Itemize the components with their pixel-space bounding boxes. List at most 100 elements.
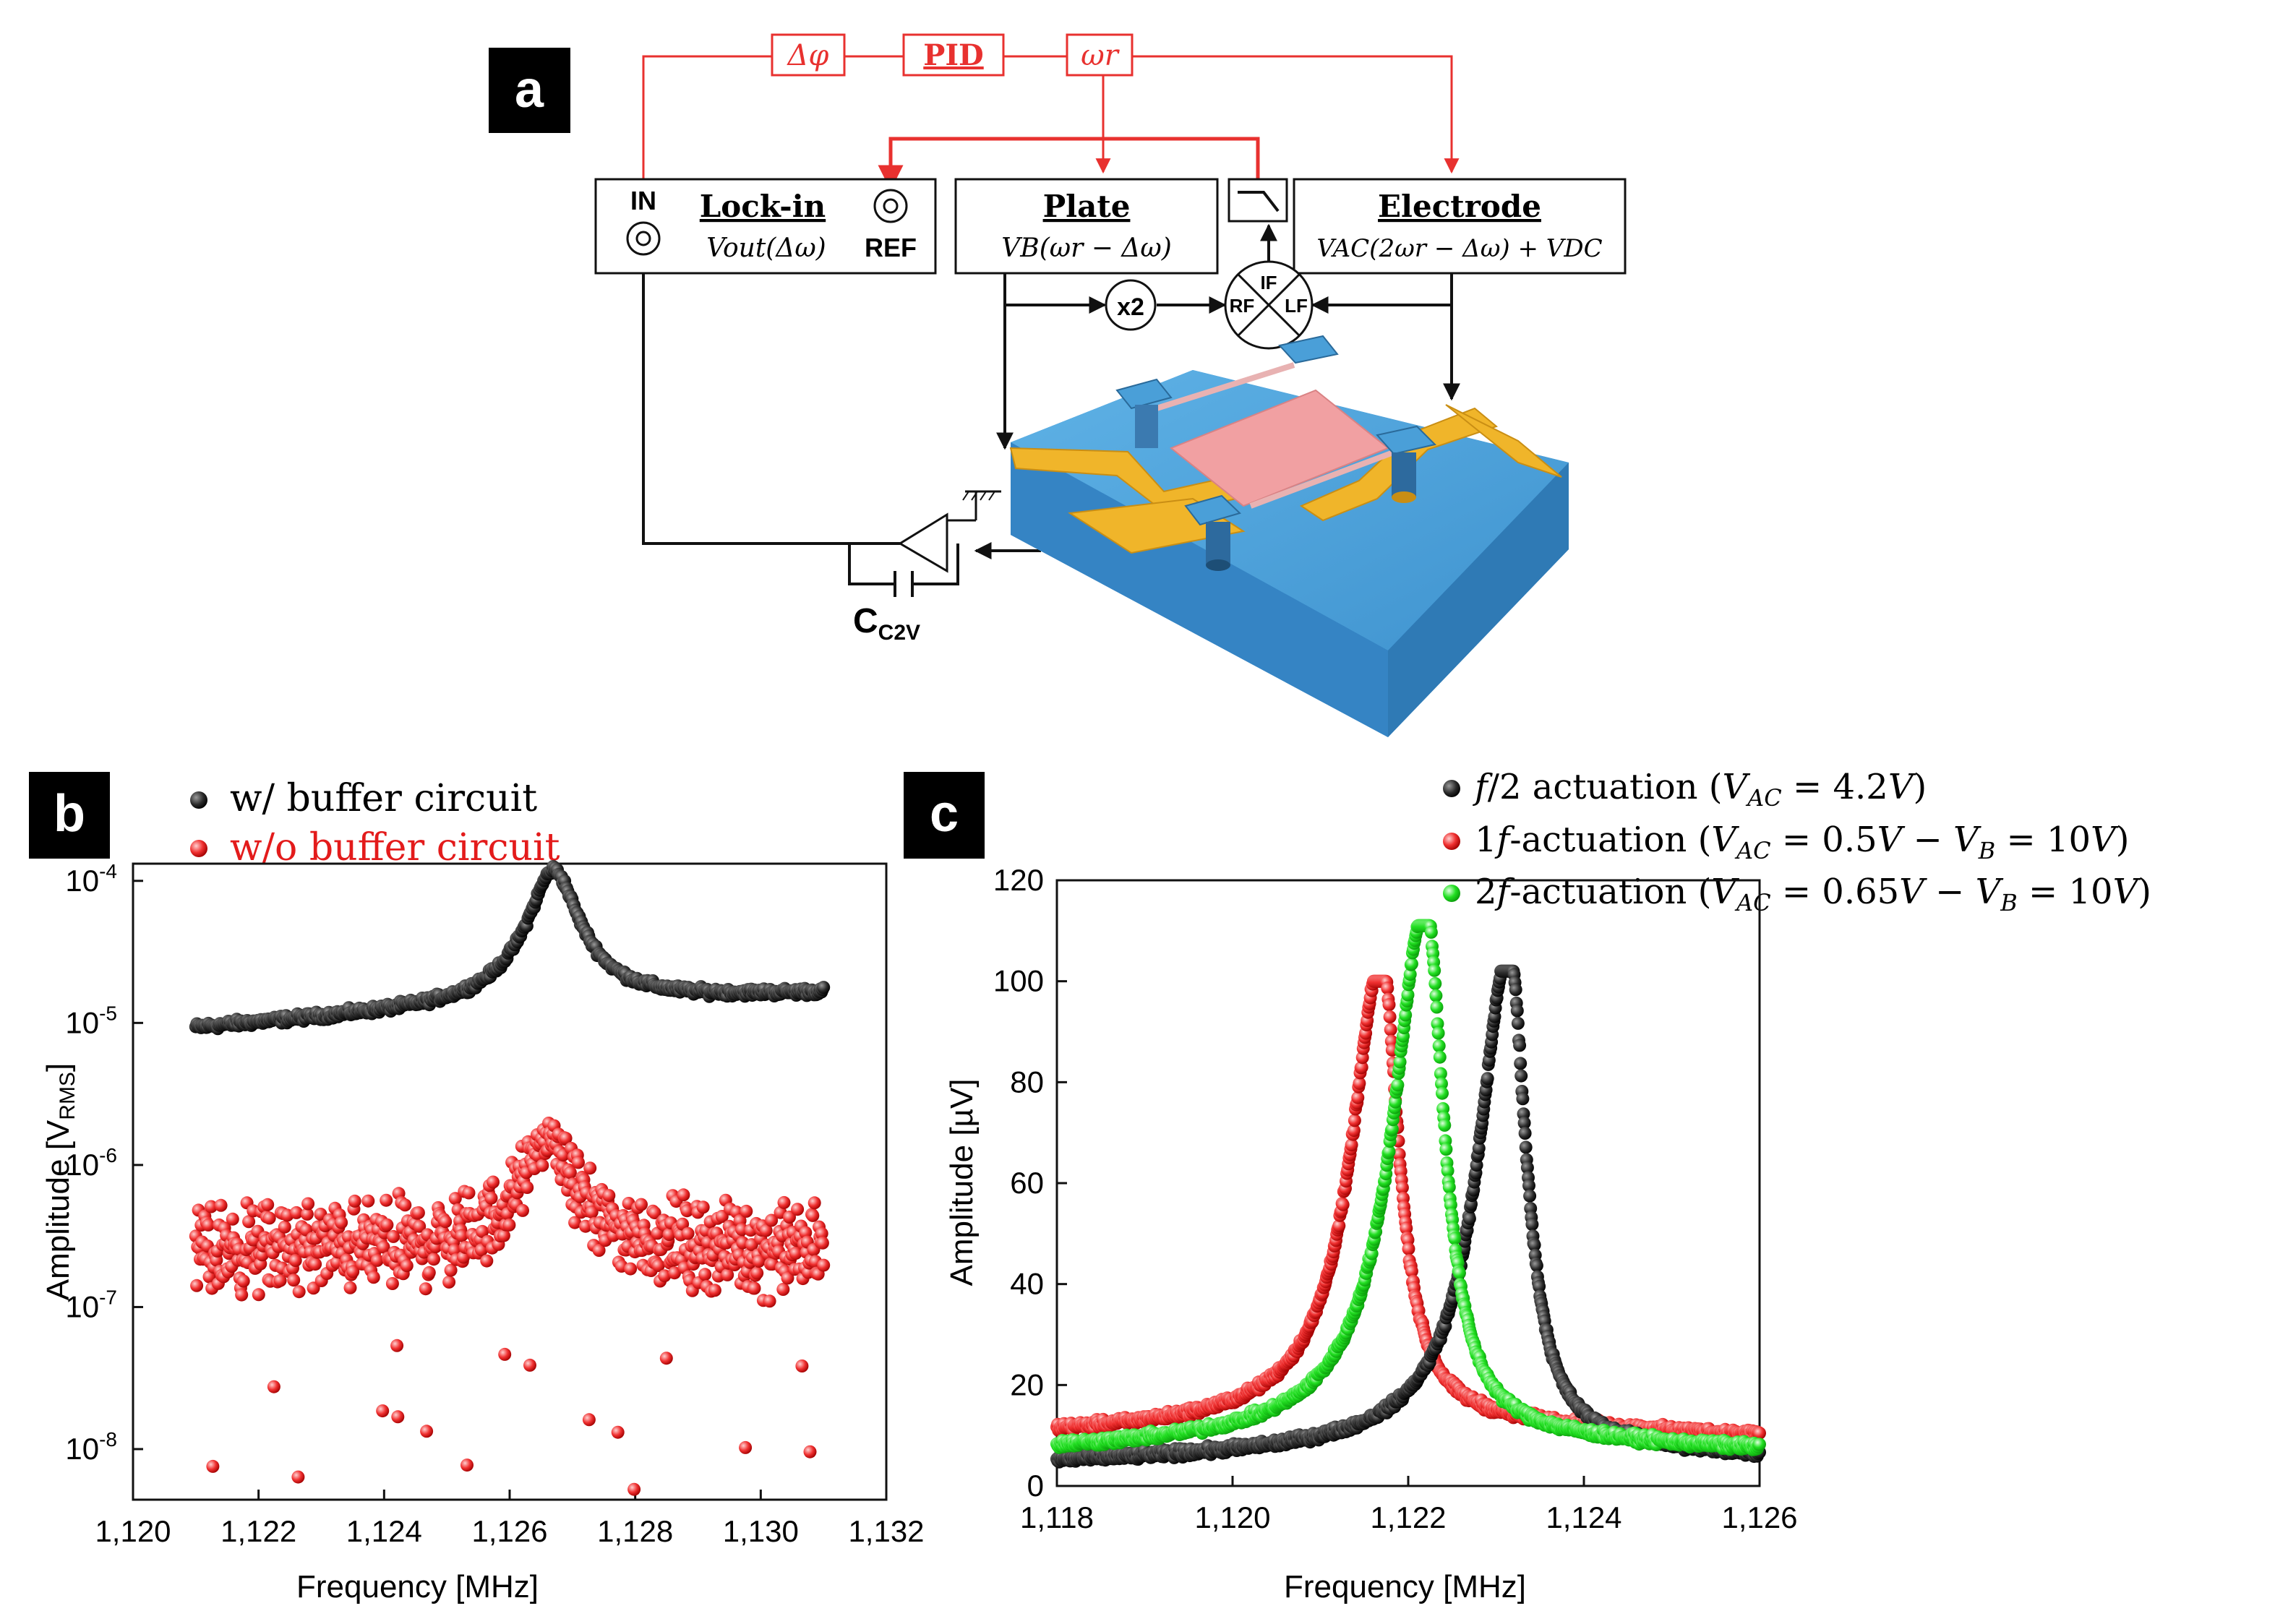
chart-b-point [380, 1193, 393, 1207]
chart-b-point [439, 1215, 453, 1229]
chart-b-point [380, 1218, 394, 1232]
chart-b-series-0 [189, 860, 831, 1036]
chart-b-point [335, 1216, 348, 1229]
chart-c-xtick-label: 1,118 [1020, 1500, 1094, 1534]
legend-c-label-2: 2f-actuation (VAC = 0.65V − VB = 10V) [1475, 872, 2151, 916]
chart-b-point [708, 1284, 721, 1297]
mixer-rf: RF [1230, 295, 1255, 317]
chart-b-point [202, 1218, 215, 1232]
chart-b-ytick-label: 10-8 [65, 1428, 117, 1466]
chart-c-point [1517, 1116, 1531, 1130]
chart-b-point [696, 1200, 710, 1214]
panel-c-label-box [904, 772, 985, 859]
chart-c-series-0 [1050, 964, 1766, 1469]
dphi-label: Δφ [787, 39, 829, 72]
chart-c-point [1385, 1122, 1399, 1136]
chart-b-point [361, 1194, 375, 1208]
chart-c-point [1403, 968, 1417, 981]
chart-b-point [789, 1247, 802, 1260]
chart-c-series-2 [1050, 919, 1766, 1456]
chart-b-point [750, 1266, 764, 1280]
chart-c-xtick-label: 1,120 [1194, 1500, 1270, 1534]
chart-b-point [815, 1226, 828, 1240]
chart-c-point [1472, 1141, 1486, 1155]
chart-b-point [497, 1229, 510, 1242]
chart-b-point [448, 1192, 462, 1206]
chart-c-point [1525, 1218, 1539, 1232]
chart-c-ylabel: Amplitude [µV] [944, 1078, 980, 1286]
ref-label: REF [865, 233, 917, 262]
chart-b-point [585, 1206, 599, 1219]
panel-a-label: a [515, 61, 544, 119]
chart-b-point [385, 1277, 399, 1290]
chart-b-point [291, 1470, 305, 1484]
chart-b-point [444, 1263, 458, 1277]
chart-b-point [572, 1156, 585, 1169]
chart-b-point [190, 1279, 204, 1292]
chart-b-point [387, 1229, 400, 1243]
chart-b-point [627, 1482, 641, 1496]
legend-c-marker-0 [1443, 780, 1460, 797]
chart-b-point [776, 1283, 790, 1296]
chart-c-point [1428, 963, 1441, 977]
chart-b-legend: w/ buffer circuit w/o buffer circuit [190, 777, 560, 869]
capacitor-icon [894, 571, 914, 597]
chart-c-point [1336, 1198, 1350, 1211]
legend-c-label-1: 1f-actuation (VAC = 0.5V − VB = 10V) [1475, 820, 2129, 864]
dphi-block [771, 33, 846, 77]
chart-b-point [721, 1268, 734, 1281]
chart-b-point [583, 1161, 597, 1175]
chart-b-point [759, 1224, 773, 1237]
chart-c-xtick-label: 1,122 [1370, 1500, 1446, 1534]
chart-c-point [1355, 1060, 1368, 1074]
chart-c-xtick-label: 1,124 [1546, 1500, 1621, 1534]
chart-c-point [1518, 1127, 1532, 1140]
chart-c-point [1351, 1091, 1365, 1104]
legend-c-marker-2 [1443, 885, 1460, 902]
chart-c-point [1393, 1055, 1407, 1069]
panel-c-label: c [930, 785, 959, 843]
chart-b-point [376, 1404, 390, 1418]
chart-b-point [795, 1359, 809, 1372]
mixer-lf: LF [1285, 295, 1308, 317]
chart-c-point [1430, 1000, 1444, 1014]
chart-c-point [1395, 1181, 1409, 1195]
chart-b-point [390, 1339, 404, 1352]
in-connector-icon [626, 221, 661, 256]
plate-title: Plate [1043, 189, 1131, 224]
chart-b-ytick-label: 10-4 [65, 860, 117, 898]
chart-b-point [752, 1255, 766, 1268]
chart-c-point [1383, 1010, 1397, 1023]
chart-b-point [480, 1254, 494, 1268]
chart-c-point [1431, 1017, 1444, 1031]
chart-c-point [1516, 1092, 1530, 1106]
svg-text:CC2V: CC2V [853, 602, 920, 645]
chart-b-point [300, 1207, 314, 1221]
cap-sub: C2V [878, 621, 920, 645]
chart-c-point [1399, 1008, 1413, 1022]
in-label: IN [630, 186, 656, 215]
chart-c-point [1462, 1212, 1476, 1225]
chart-b-point [817, 1258, 831, 1272]
chart-c-point [1401, 988, 1415, 1002]
chart-b-point [419, 1282, 432, 1296]
chart-c-point [1519, 1140, 1533, 1154]
chart-b-plot-area [189, 860, 831, 1496]
chart-b-xtick-label: 1,128 [597, 1514, 673, 1548]
chart-b-point [516, 1203, 529, 1217]
chart-b-point [611, 1425, 625, 1439]
chart-b-xtick-label: 1,126 [471, 1514, 547, 1548]
chart-c-point [1510, 1004, 1524, 1018]
chart-c-point [1391, 1078, 1405, 1092]
chart-b-xtick-label: 1,132 [848, 1514, 924, 1548]
panel-a-label-box [489, 48, 570, 133]
chart-c-point [1441, 1164, 1454, 1177]
chart-c-point [1405, 957, 1418, 971]
electrode-formula: VAC(2ωr − Δω) + VDC [1316, 234, 1602, 263]
chart-c-point [1382, 998, 1396, 1012]
chart-c-point [1442, 1180, 1456, 1194]
chart-b-point [420, 1425, 434, 1438]
chart-b-point [635, 1198, 648, 1211]
chart-b-point [370, 1253, 384, 1267]
chart-b-point [301, 1197, 315, 1211]
